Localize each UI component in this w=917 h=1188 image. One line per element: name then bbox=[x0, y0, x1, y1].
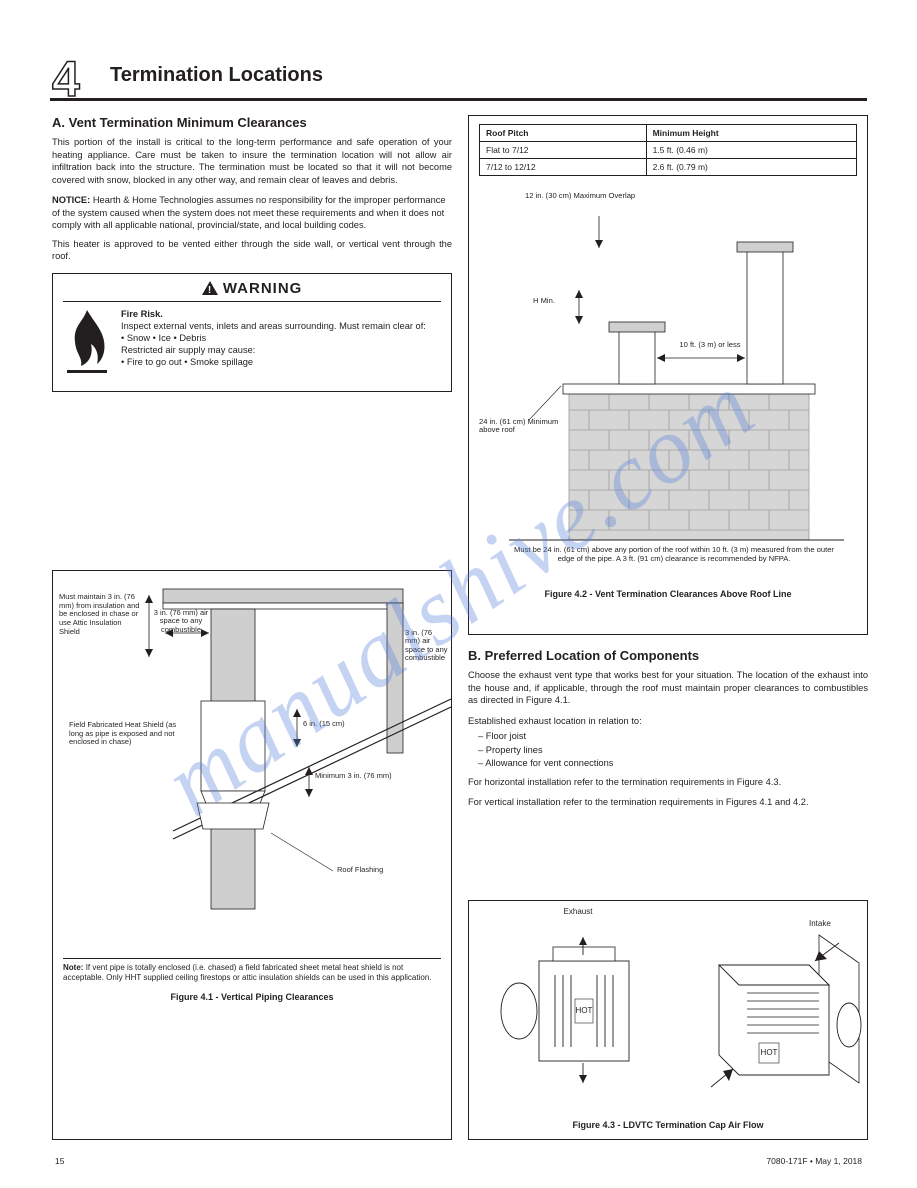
fig41-diagram: Must maintain 3 in. (76 mm) from insulat… bbox=[53, 571, 451, 949]
fig42-table-wrap: Roof Pitch Minimum Height Flat to 7/12 1… bbox=[469, 116, 867, 180]
left-p1: This portion of the install is critical … bbox=[52, 136, 452, 186]
figure-4-1: Must maintain 3 in. (76 mm) from insulat… bbox=[52, 570, 452, 1140]
flame-icon bbox=[63, 308, 111, 383]
warning-box: ! WARNING Fire Risk. Inspect external ve… bbox=[52, 273, 452, 392]
right-b2: – Property lines bbox=[478, 744, 868, 757]
notice-text: Hearth & Home Technologies assumes no re… bbox=[52, 195, 446, 230]
right-p2: For horizontal installation refer to the… bbox=[468, 776, 868, 789]
fig41-label-d: Field Fabricated Heat Shield (as long as… bbox=[69, 721, 189, 747]
right-b0: Established exhaust location in relation… bbox=[468, 715, 868, 728]
pitch-th2: Minimum Height bbox=[646, 125, 856, 142]
fig42-caption: Figure 4.2 - Vent Termination Clearances… bbox=[469, 583, 867, 604]
fig43-label-intake: Intake bbox=[809, 919, 863, 928]
table-row: 7/12 to 12/12 2.6 ft. (0.79 m) bbox=[480, 159, 857, 176]
pitch-r1c2: 1.5 ft. (0.46 m) bbox=[646, 142, 856, 159]
right-p1: Choose the exhaust vent type that works … bbox=[468, 669, 868, 707]
warning-heading: ! WARNING bbox=[63, 280, 441, 302]
warn-line-2: • Snow • Ice • Debris bbox=[121, 332, 426, 344]
fig43-diagram: HOT Exhaust HOT bbox=[469, 901, 867, 1109]
right-column: B. Preferred Location of Components Choo… bbox=[468, 648, 868, 817]
fig41-label-b2: 3 in. (76 mm) air space to any combustib… bbox=[405, 629, 449, 662]
fig42-label-a: 12 in. (30 cm) Maximum Overlap bbox=[525, 192, 655, 200]
pitch-r1c1: Flat to 7/12 bbox=[480, 142, 647, 159]
fig41-note-text: If vent pipe is totally enclosed (i.e. c… bbox=[63, 963, 432, 982]
table-row: Flat to 7/12 1.5 ft. (0.46 m) bbox=[480, 142, 857, 159]
figure-4-2: Roof Pitch Minimum Height Flat to 7/12 1… bbox=[468, 115, 868, 635]
fig42-label-c: 10 ft. (3 m) or less bbox=[665, 340, 755, 349]
section-title: Termination Locations bbox=[110, 64, 323, 87]
warning-text: Fire Risk. Inspect external vents, inlet… bbox=[121, 308, 426, 368]
fig41-note: Note: If vent pipe is totally enclosed (… bbox=[53, 963, 451, 986]
warn-line-1: Inspect external vents, inlets and areas… bbox=[121, 320, 426, 332]
fig42-label-d: 24 in. (61 cm) Minimum above roof bbox=[479, 418, 565, 435]
figure-4-3: HOT Exhaust HOT bbox=[468, 900, 868, 1140]
fig42-diagram: 12 in. (30 cm) Maximum Overlap H Min. 10… bbox=[469, 180, 867, 578]
pitch-r2c1: 7/12 to 12/12 bbox=[480, 159, 647, 176]
right-subhead: B. Preferred Location of Components bbox=[468, 648, 868, 663]
pitch-table: Roof Pitch Minimum Height Flat to 7/12 1… bbox=[479, 124, 857, 176]
fig43-label-exhaust: Exhaust bbox=[543, 907, 613, 916]
warning-triangle-icon: ! bbox=[202, 281, 218, 295]
fig42-label-e: Must be 24 in. (61 cm) above any portion… bbox=[509, 546, 839, 563]
right-b1: – Floor joist bbox=[478, 730, 868, 743]
pitch-r2c2: 2.6 ft. (0.79 m) bbox=[646, 159, 856, 176]
pitch-th1: Roof Pitch bbox=[480, 125, 647, 142]
fig43-caption: Figure 4.3 - LDVTC Termination Cap Air F… bbox=[469, 1114, 867, 1135]
fig41-label-a: Must maintain 3 in. (76 mm) from insulat… bbox=[59, 593, 143, 636]
fig41-label-b: 3 in. (76 mm) air space to any combustib… bbox=[149, 609, 213, 634]
footer-page-number: 15 bbox=[55, 1156, 64, 1166]
left-p2: This heater is approved to be vented eit… bbox=[52, 238, 452, 263]
fig41-hr bbox=[63, 958, 441, 959]
warn-line-4: • Fire to go out • Smoke spillage bbox=[121, 356, 426, 368]
svg-text:!: ! bbox=[207, 285, 211, 295]
fig41-label-e: Minimum 3 in. (76 mm) bbox=[315, 771, 415, 780]
warning-content: Fire Risk. Inspect external vents, inlet… bbox=[63, 308, 441, 383]
fig41-caption: Figure 4.1 - Vertical Piping Clearances bbox=[53, 986, 451, 1007]
footer-doc-id: 7080-171F • May 1, 2018 bbox=[766, 1156, 862, 1166]
right-b3: – Allowance for vent connections bbox=[478, 757, 868, 770]
warning-head-text: WARNING bbox=[223, 280, 303, 297]
header-rule bbox=[50, 98, 867, 101]
fig41-label-c: 6 in. (15 cm) bbox=[303, 719, 373, 728]
left-subhead: A. Vent Termination Minimum Clearances bbox=[52, 115, 452, 130]
warn-line-0: Fire Risk. bbox=[121, 308, 426, 320]
left-column: A. Vent Termination Minimum Clearances T… bbox=[52, 115, 452, 392]
page: 4 Termination Locations A. Vent Terminat… bbox=[0, 0, 917, 1188]
right-p3: For vertical installation refer to the t… bbox=[468, 796, 868, 809]
fig41-note-label: Note: bbox=[63, 963, 83, 972]
svg-text:HOT: HOT bbox=[576, 1006, 593, 1015]
fig42-label-b: H Min. bbox=[533, 296, 577, 305]
notice-label: NOTICE: bbox=[52, 195, 90, 205]
fig41-label-f: Roof Flashing bbox=[337, 865, 437, 874]
warn-line-3: Restricted air supply may cause: bbox=[121, 344, 426, 356]
left-notice: NOTICE: Hearth & Home Technologies assum… bbox=[52, 194, 452, 232]
svg-text:HOT: HOT bbox=[761, 1048, 778, 1057]
